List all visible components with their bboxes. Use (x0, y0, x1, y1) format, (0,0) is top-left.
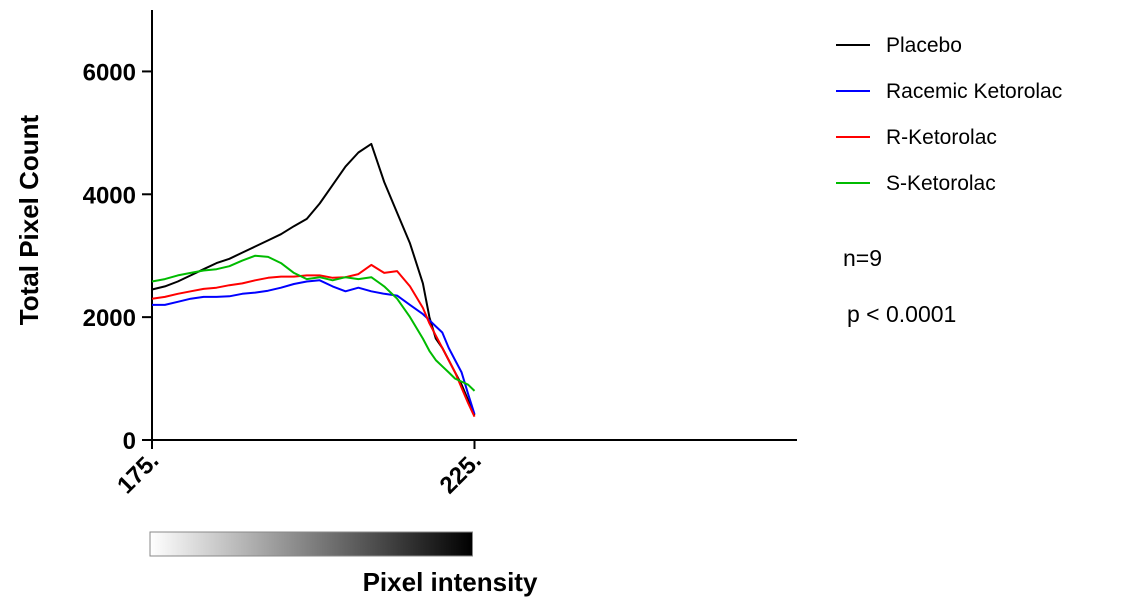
x-axis-title: Pixel intensity (363, 567, 538, 597)
y-tick-label: 0 (123, 428, 136, 455)
series-line-r-ketorolac (151, 263, 476, 418)
y-tick-label: 2000 (83, 305, 136, 332)
legend-label: Racemic Ketorolac (886, 80, 1062, 103)
annotation-p-value: p < 0.0001 (847, 301, 956, 327)
x-tick-label: 175. (112, 447, 164, 499)
series-line-racemic-ketorolac (152, 279, 476, 415)
annotation-n: n=9 (843, 245, 882, 271)
x-tick-label: 225. (435, 447, 487, 499)
legend-label: Placebo (886, 34, 962, 57)
legend-label: R-Ketorolac (886, 126, 997, 149)
legend: Placebo Racemic Ketorolac R-Ketorolac S-Ket… (836, 34, 1062, 195)
series-line-placebo (151, 142, 476, 416)
intensity-gradient-bar (149, 531, 473, 557)
y-axis-title: Total Pixel Count (14, 114, 44, 325)
y-tick-label: 4000 (83, 182, 136, 209)
legend-label: S-Ketorolac (886, 172, 996, 195)
y-tick-label: 6000 (83, 59, 136, 86)
series-line-s-ketorolac (151, 254, 476, 392)
